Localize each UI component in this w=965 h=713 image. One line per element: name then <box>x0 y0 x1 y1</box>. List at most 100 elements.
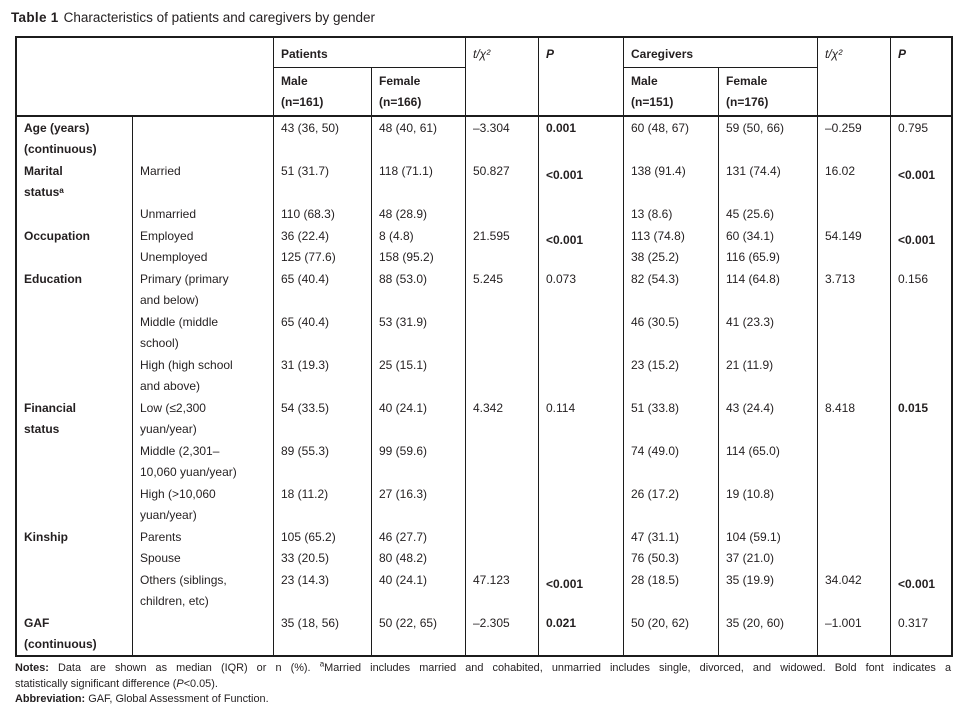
cell-pm: 54 (33.5) <box>273 396 371 440</box>
cell-s1 <box>465 353 538 397</box>
table-caption: Table 1 Characteristics of patients and c… <box>11 9 375 27</box>
header-caregivers-female: Female (n=176) <box>718 68 817 115</box>
cell-cm: 51 (33.8) <box>623 396 718 440</box>
cell-cm: 23 (15.2) <box>623 353 718 397</box>
table-row: Spouse 33 (20.5) 80 (48.2) 76 (50.3) 37 (21.… <box>17 547 951 569</box>
cell-p1 <box>538 353 623 397</box>
cell-s1: 47.123 <box>465 568 538 612</box>
cell-sub <box>132 117 273 160</box>
cell-sub: Married <box>132 160 273 203</box>
cell-group <box>17 483 132 526</box>
cell-pm: 18 (11.2) <box>273 482 371 526</box>
cell-sub: Unmarried <box>132 203 273 225</box>
cell-pm: 36 (22.4) <box>273 224 371 246</box>
cell-cf: 116 (65.9) <box>718 246 817 268</box>
cell-group <box>17 547 132 569</box>
cell-s2: 3.713 <box>817 267 890 311</box>
cell-group <box>17 203 132 225</box>
cell-sub: High (high school and above) <box>132 353 273 397</box>
header-p-caregivers: P <box>890 38 951 115</box>
cell-group <box>17 440 132 483</box>
cell-group: Marital statusᵃ <box>24 164 64 200</box>
cell-pm: 33 (20.5) <box>273 547 371 569</box>
cell-p1 <box>538 482 623 526</box>
cell-sub: High (>10,060 yuan/year) <box>132 482 273 526</box>
cell-group <box>17 246 132 268</box>
cell-p2: 0.015 <box>890 396 951 440</box>
table-row: Kinship Parents 105 (65.2) 46 (27.7) 47 (31.… <box>17 525 951 547</box>
cell-sub: Spouse <box>132 547 273 569</box>
cell-pm: 105 (65.2) <box>273 525 371 547</box>
cell-group: Occupation <box>24 228 91 243</box>
cell-pf: 48 (40, 61) <box>371 117 465 160</box>
cell-s2: –0.259 <box>817 117 890 160</box>
cell-p2 <box>890 310 951 354</box>
cell-s2 <box>817 482 890 526</box>
cell-group: Financial status <box>24 400 77 436</box>
table-row: Occupation Employed 36 (22.4) 8 (4.8) 21.595… <box>17 224 951 246</box>
table: Patients t/χ² P Caregivers t/χ² P Male (… <box>15 36 953 657</box>
header-group-patients: Patients <box>273 38 465 68</box>
cell-sub: Low (≤2,300 yuan/year) <box>132 396 273 440</box>
cell-group <box>17 354 132 397</box>
cell-cm: 60 (48, 67) <box>623 117 718 160</box>
cell-s1: 21.595 <box>465 224 538 246</box>
notes-superscript-a: a <box>319 659 325 669</box>
cell-pf: 48 (28.9) <box>371 203 465 225</box>
cell-pf: 99 (59.6) <box>371 439 465 483</box>
table-row: GAF (continuous) 35 (18, 56) 50 (22, 65) –2… <box>17 611 951 655</box>
table-row: Age (years) (continuous) 43 (36, 50) 48 (4… <box>17 117 951 160</box>
cell-cf: 35 (20, 60) <box>718 611 817 655</box>
cell-pf: 53 (31.9) <box>371 310 465 354</box>
table-row: Middle (middle school) 65 (40.4) 53 (31.9)… <box>17 310 951 354</box>
cell-cm: 76 (50.3) <box>623 547 718 569</box>
table-row: Unmarried 110 (68.3) 48 (28.9) 13 (8.6) 45 (… <box>17 203 951 225</box>
cell-p1: 0.073 <box>538 267 623 311</box>
cell-pm: 35 (18, 56) <box>273 611 371 655</box>
table-body: Age (years) (continuous) 43 (36, 50) 48 (4… <box>17 117 951 655</box>
cell-p2 <box>890 547 951 569</box>
cell-group: Education <box>24 271 83 286</box>
cell-p2 <box>890 203 951 225</box>
cell-p1: <0.001 <box>538 160 623 203</box>
cell-p2: <0.001 <box>890 160 951 203</box>
cell-sub: Middle (middle school) <box>132 310 273 354</box>
cell-pf: 50 (22, 65) <box>371 611 465 655</box>
table-row: Others (siblings, children, etc) 23 (14.3… <box>17 568 951 612</box>
cell-s2 <box>817 310 890 354</box>
header-stat-caregivers: t/χ² <box>817 38 890 115</box>
table-header: Patients t/χ² P Caregivers t/χ² P Male (… <box>17 38 951 117</box>
cell-cm: 28 (18.5) <box>623 568 718 612</box>
cell-s1 <box>465 525 538 547</box>
notes-text-b: Married includes married and cohabited, … <box>324 662 952 674</box>
cell-p2 <box>890 525 951 547</box>
notes-text-a: Data are shown as median (IQR) or n (%). <box>58 662 320 674</box>
table-row: High (>10,060 yuan/year) 18 (11.2) 27 (16.… <box>17 482 951 526</box>
cell-cf: 43 (24.4) <box>718 396 817 440</box>
cell-sub <box>132 611 273 655</box>
notes-label: Notes: <box>15 662 49 674</box>
notes-line-2: statistically significant difference (P<… <box>15 677 951 693</box>
notes-p-italic: P <box>176 677 184 690</box>
cell-s2 <box>817 439 890 483</box>
cell-pm: 65 (40.4) <box>273 267 371 311</box>
cell-p1: <0.001 <box>538 568 623 612</box>
header-empty-cell <box>17 38 273 115</box>
cell-pm: 51 (31.7) <box>273 160 371 203</box>
cell-cf: 19 (10.8) <box>718 482 817 526</box>
cell-cf: 45 (25.6) <box>718 203 817 225</box>
cell-pf: 40 (24.1) <box>371 568 465 612</box>
abbreviation-text: GAF, Global Assessment of Function. <box>88 693 269 705</box>
cell-p1: 0.001 <box>538 117 623 160</box>
cell-cf: 104 (59.1) <box>718 525 817 547</box>
cell-cf: 114 (65.0) <box>718 439 817 483</box>
cell-group: Kinship <box>24 529 68 544</box>
abbreviation-label: Abbreviation: <box>15 693 86 705</box>
cell-s1 <box>465 203 538 225</box>
cell-s1 <box>465 439 538 483</box>
cell-cm: 50 (20, 62) <box>623 611 718 655</box>
cell-cf: 41 (23.3) <box>718 310 817 354</box>
cell-cf: 131 (74.4) <box>718 160 817 203</box>
cell-p2: 0.795 <box>890 117 951 160</box>
cell-pf: 8 (4.8) <box>371 224 465 246</box>
